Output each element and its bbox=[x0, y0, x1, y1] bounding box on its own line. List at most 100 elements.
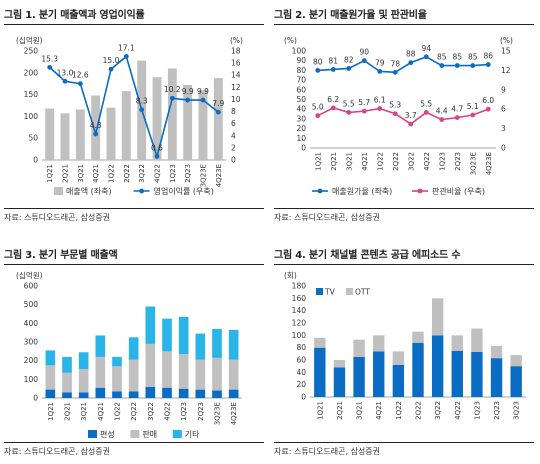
legend-label: OTT bbox=[355, 288, 370, 297]
bar bbox=[60, 113, 70, 160]
data-point bbox=[123, 54, 129, 59]
legend-marker bbox=[317, 188, 323, 194]
data-point bbox=[361, 108, 367, 114]
source-note: 자료: 스튜디오드래곤, 삼성증권 bbox=[274, 213, 381, 222]
data-label: 15.3 bbox=[41, 54, 58, 63]
bar-segment-기타 bbox=[195, 333, 206, 360]
y-tick-label-right: 16 bbox=[231, 59, 241, 68]
bar-segment-기타 bbox=[145, 306, 156, 344]
data-point bbox=[77, 81, 83, 87]
bar bbox=[45, 108, 55, 160]
x-tick-label: 1Q21 bbox=[47, 402, 55, 421]
bar-segment-OTT bbox=[431, 298, 444, 336]
data-label: 79 bbox=[375, 58, 385, 67]
data-point bbox=[215, 109, 221, 115]
x-tick-label: 1Q22 bbox=[114, 402, 122, 421]
x-tick-label: 3Q23E bbox=[200, 164, 208, 187]
bar-segment-OTT bbox=[353, 339, 365, 357]
data-label: 4.7 bbox=[451, 105, 463, 114]
bar-segment-OTT bbox=[490, 345, 503, 359]
y-tick-label-left: 400 bbox=[24, 319, 39, 328]
legend-marker bbox=[139, 188, 145, 194]
y-tick-label-left: 160 bbox=[292, 294, 307, 303]
bar-segment-OTT bbox=[392, 351, 405, 365]
x-tick-label: 1Q23 bbox=[169, 164, 177, 183]
y-tick-label-left: 20 bbox=[296, 380, 306, 389]
bar bbox=[167, 68, 177, 160]
x-tick-label: 2Q23 bbox=[454, 152, 462, 171]
x-tick-label: 1Q23 bbox=[473, 401, 481, 420]
bar-segment-기타 bbox=[162, 318, 172, 352]
x-tick-label: 3Q22 bbox=[138, 164, 146, 183]
chart-title: 그림 2. 분기 매출원가율 및 판관비율 bbox=[274, 10, 427, 21]
series-line bbox=[49, 55, 219, 160]
y-tick-label-right: 2 bbox=[231, 143, 236, 152]
x-tick-label: 2Q23 bbox=[197, 402, 205, 421]
bar bbox=[183, 85, 193, 160]
bar-segment-판매 bbox=[112, 366, 122, 392]
data-point bbox=[408, 60, 414, 66]
bar-segment-OTT bbox=[412, 331, 424, 343]
y-tick-label-left: 140 bbox=[292, 306, 307, 315]
bar-segment-편성 bbox=[62, 392, 72, 398]
data-label: 5.5 bbox=[343, 99, 355, 108]
bar-segment-판매 bbox=[228, 359, 239, 390]
x-tick-label: 2Q22 bbox=[130, 402, 138, 421]
bar-segment-TV bbox=[314, 347, 326, 397]
x-tick-label: 3Q21 bbox=[345, 152, 353, 171]
data-label: 85 bbox=[468, 53, 478, 62]
chart-svg: (회) 0 20 40 60 80 100 120 140 160 180 1Q21 2Q21 3Q21 4… bbox=[284, 271, 526, 420]
data-label: 9.9 bbox=[197, 87, 209, 96]
x-tick-label: 4Q23E bbox=[230, 402, 238, 425]
x-tick-label: 3Q21 bbox=[77, 164, 85, 183]
bar-segment-기타 bbox=[95, 335, 106, 357]
x-tick-label: 1Q23 bbox=[180, 402, 188, 421]
y-tick-label-left: 0 bbox=[33, 394, 38, 403]
left-axis-unit: (십억원) bbox=[16, 271, 43, 280]
bottom-rule bbox=[4, 442, 264, 443]
y-tick-label-left: 250 bbox=[24, 47, 39, 56]
legend-swatch bbox=[54, 187, 63, 195]
y-tick-label-right: 15 bbox=[501, 47, 511, 56]
data-point bbox=[315, 68, 321, 73]
bar-segment-판매 bbox=[162, 351, 172, 388]
legend-label: 판관비율 (우축) bbox=[432, 186, 485, 196]
data-label: 85 bbox=[437, 53, 447, 62]
data-point bbox=[470, 63, 476, 68]
bar-segment-TV bbox=[353, 356, 365, 397]
y-tick-label-right: 4 bbox=[231, 131, 236, 140]
x-tick-label: 2Q21 bbox=[62, 164, 70, 183]
bar-segment-기타 bbox=[112, 356, 122, 367]
bar-segment-기타 bbox=[45, 350, 56, 366]
bar-segment-OTT bbox=[333, 360, 346, 368]
bar-segment-편성 bbox=[212, 390, 222, 398]
x-tick-label: 4Q23E bbox=[215, 164, 223, 187]
legend-label: 매출액 (좌축) bbox=[66, 186, 112, 196]
bar-segment-TV bbox=[490, 358, 503, 397]
bar-segment-OTT bbox=[451, 335, 463, 351]
bar-segment-편성 bbox=[228, 389, 239, 398]
y-tick-label-left: 70 bbox=[296, 76, 306, 85]
bar-segment-편성 bbox=[178, 388, 189, 398]
chart-panel-2: 그림 2. 분기 매출원가율 및 판관비율 (%) (%) 0 10 20 30 40 50 6… bbox=[274, 6, 534, 226]
right-axis-unit: (%) bbox=[500, 36, 513, 45]
data-point bbox=[47, 64, 53, 70]
data-label: 0.6 bbox=[151, 143, 163, 152]
x-tick-label: 3Q22 bbox=[407, 152, 415, 171]
legend-label: 영업이익률 (우축) bbox=[154, 186, 214, 196]
y-tick-label-left: 100 bbox=[24, 375, 39, 384]
source-note: 자료: 스튜디오드래곤, 삼성증권 bbox=[4, 213, 111, 222]
y-tick-label-left: 0 bbox=[33, 156, 38, 165]
x-tick-label: 4Q22 bbox=[164, 402, 172, 421]
bar bbox=[75, 109, 85, 160]
data-point bbox=[423, 110, 429, 115]
bar bbox=[152, 77, 162, 160]
data-point bbox=[185, 97, 191, 103]
bar-segment-TV bbox=[333, 367, 346, 397]
bar-segment-편성 bbox=[112, 391, 122, 398]
bar-segment-판매 bbox=[212, 357, 222, 391]
data-label: 8.3 bbox=[136, 97, 148, 106]
data-point bbox=[470, 112, 476, 118]
y-tick-label-right: 8 bbox=[231, 107, 236, 116]
x-tick-label: 1Q22 bbox=[376, 152, 384, 171]
